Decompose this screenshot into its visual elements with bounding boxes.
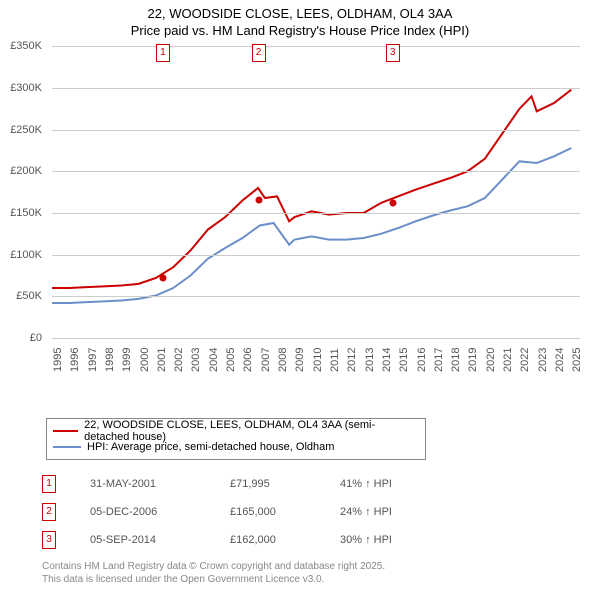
x-axis-label: 2011 xyxy=(329,348,341,372)
x-axis-label: 2018 xyxy=(450,347,462,371)
gridline xyxy=(52,255,580,256)
chart-title-line1: 22, WOODSIDE CLOSE, LEES, OLDHAM, OL4 3A… xyxy=(0,0,600,23)
x-axis-label: 2012 xyxy=(346,347,358,371)
chart-legend: 22, WOODSIDE CLOSE, LEES, OLDHAM, OL4 3A… xyxy=(46,418,426,460)
gridline xyxy=(52,338,580,339)
sale-diff: 30% ↑ HPI xyxy=(340,534,450,546)
y-axis-label: £150K xyxy=(10,207,42,219)
sale-dot xyxy=(389,199,396,206)
sales-row: 1 31-MAY-2001 £71,995 41% ↑ HPI xyxy=(42,470,600,498)
sale-diff: 24% ↑ HPI xyxy=(340,506,450,518)
chart-container: 22, WOODSIDE CLOSE, LEES, OLDHAM, OL4 3A… xyxy=(0,0,600,586)
gridline xyxy=(52,213,580,214)
x-axis-label: 2000 xyxy=(139,347,151,371)
x-axis-label: 2010 xyxy=(312,347,324,371)
footer-line2: This data is licensed under the Open Gov… xyxy=(42,573,600,586)
sale-marker-icon: 2 xyxy=(42,503,56,521)
sales-table: 1 31-MAY-2001 £71,995 41% ↑ HPI 2 05-DEC… xyxy=(42,470,600,554)
legend-label: 22, WOODSIDE CLOSE, LEES, OLDHAM, OL4 3A… xyxy=(84,419,419,443)
footer-line1: Contains HM Land Registry data © Crown c… xyxy=(42,560,600,573)
x-axis-label: 2023 xyxy=(537,347,549,371)
x-axis-label: 1995 xyxy=(52,347,64,371)
y-axis-label: £50K xyxy=(16,290,42,302)
x-axis-label: 1996 xyxy=(69,347,81,371)
x-axis-label: 2004 xyxy=(208,347,220,371)
y-axis-label: £200K xyxy=(10,165,42,177)
x-axis-label: 2016 xyxy=(416,347,428,371)
sale-marker-box: 2 xyxy=(252,44,266,62)
x-axis-label: 2001 xyxy=(156,347,168,371)
gridline xyxy=(52,46,580,47)
sale-price: £71,995 xyxy=(230,478,340,490)
x-axis-label: 2006 xyxy=(242,347,254,371)
footer-attribution: Contains HM Land Registry data © Crown c… xyxy=(42,560,600,586)
x-axis-label: 2009 xyxy=(294,347,306,371)
gridline xyxy=(52,88,580,89)
sale-dot xyxy=(255,197,262,204)
x-axis-label: 2008 xyxy=(277,347,289,371)
x-axis-label: 2024 xyxy=(554,347,566,371)
sale-marker-icon: 3 xyxy=(42,531,56,549)
x-axis-label: 2014 xyxy=(381,347,393,371)
x-axis-label: 2013 xyxy=(364,347,376,371)
x-axis-label: 1999 xyxy=(121,347,133,371)
x-axis-label: 2025 xyxy=(571,347,583,371)
legend-swatch xyxy=(53,446,81,448)
legend-row: 22, WOODSIDE CLOSE, LEES, OLDHAM, OL4 3A… xyxy=(53,423,419,439)
legend-swatch xyxy=(53,430,78,432)
chart-title-line2: Price paid vs. HM Land Registry's House … xyxy=(0,23,600,38)
gridline xyxy=(52,296,580,297)
sale-marker-box: 1 xyxy=(156,44,170,62)
gridline xyxy=(52,130,580,131)
x-axis-label: 2022 xyxy=(519,347,531,371)
y-axis-label: £250K xyxy=(10,124,42,136)
x-axis-label: 2020 xyxy=(485,347,497,371)
x-axis-label: 2021 xyxy=(502,347,514,371)
x-axis-label: 2007 xyxy=(260,347,272,371)
sale-marker-icon: 1 xyxy=(42,475,56,493)
sale-date: 31-MAY-2001 xyxy=(90,478,230,490)
legend-label: HPI: Average price, semi-detached house,… xyxy=(87,441,334,453)
x-axis-label: 2005 xyxy=(225,347,237,371)
chart-svg xyxy=(52,38,580,338)
sales-row: 3 05-SEP-2014 £162,000 30% ↑ HPI xyxy=(42,526,600,554)
sale-price: £162,000 xyxy=(230,534,340,546)
x-axis-label: 1997 xyxy=(87,347,99,371)
y-axis-label: £0 xyxy=(30,332,42,344)
y-axis-label: £350K xyxy=(10,40,42,52)
y-axis-label: £300K xyxy=(10,82,42,94)
sale-marker-box: 3 xyxy=(386,44,400,62)
x-axis-label: 2015 xyxy=(398,347,410,371)
y-axis-label: £100K xyxy=(10,249,42,261)
chart-plot-area: £0 £50K £100K £150K £200K £250K £300K £350K 1995… xyxy=(10,38,590,378)
sales-row: 2 05-DEC-2006 £165,000 24% ↑ HPI xyxy=(42,498,600,526)
x-axis-label: 2019 xyxy=(467,347,479,371)
sale-diff: 41% ↑ HPI xyxy=(340,478,450,490)
x-axis-label: 1998 xyxy=(104,347,116,371)
sale-date: 05-SEP-2014 xyxy=(90,534,230,546)
x-axis-label: 2003 xyxy=(190,347,202,371)
x-axis-label: 2017 xyxy=(433,347,445,371)
sale-date: 05-DEC-2006 xyxy=(90,506,230,518)
sale-dot xyxy=(159,274,166,281)
x-axis-label: 2002 xyxy=(173,347,185,371)
gridline xyxy=(52,171,580,172)
sale-price: £165,000 xyxy=(230,506,340,518)
